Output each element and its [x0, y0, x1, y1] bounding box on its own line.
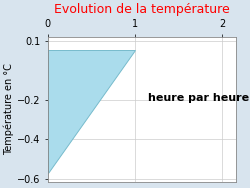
Polygon shape — [48, 50, 135, 173]
Title: Evolution de la température: Evolution de la température — [54, 3, 230, 17]
Text: heure par heure: heure par heure — [148, 93, 249, 103]
Y-axis label: Température en °C: Température en °C — [4, 64, 14, 155]
